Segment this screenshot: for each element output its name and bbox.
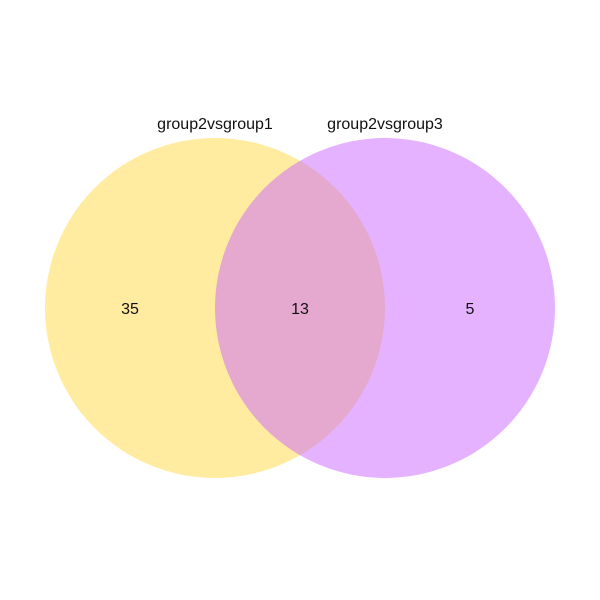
count-only-group2vsgroup3: 5 bbox=[466, 301, 475, 318]
count-only-group2vsgroup1: 35 bbox=[121, 301, 139, 318]
set-label-group2vsgroup3: group2vsgroup3 bbox=[327, 116, 443, 133]
set-circle-group2vsgroup3 bbox=[215, 138, 555, 478]
set-label-group2vsgroup1: group2vsgroup1 bbox=[157, 116, 273, 133]
count-intersection: 13 bbox=[291, 301, 309, 318]
